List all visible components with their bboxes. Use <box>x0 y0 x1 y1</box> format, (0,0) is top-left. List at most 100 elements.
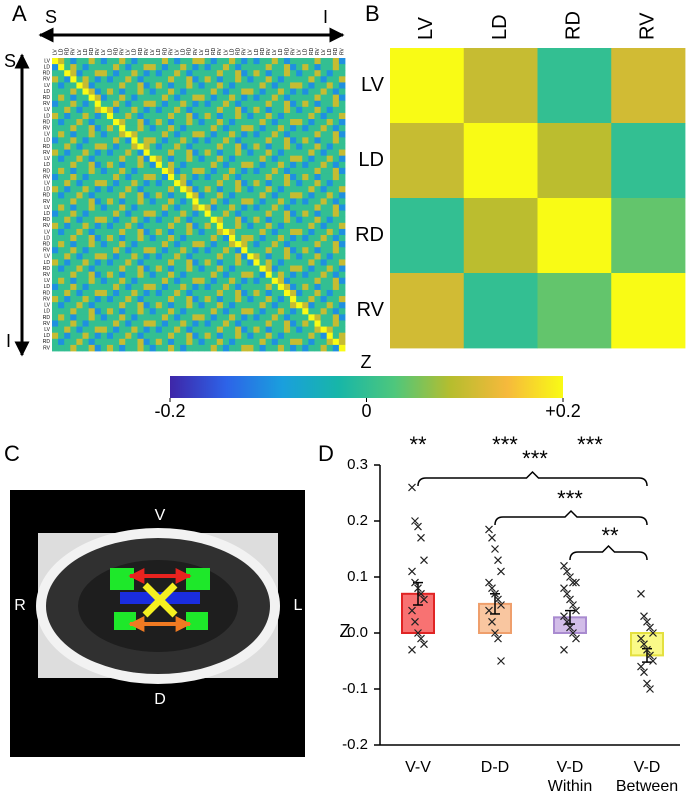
heatmap-cell <box>283 155 291 163</box>
data-point <box>640 612 648 621</box>
column-label: RD <box>162 47 168 55</box>
heatmap-cell <box>241 192 248 199</box>
heatmap-cell <box>167 235 175 242</box>
heatmap-cell <box>113 76 120 83</box>
heatmap-cell <box>277 131 285 138</box>
heatmap-cell <box>58 155 65 163</box>
heatmap-cell <box>125 247 132 254</box>
heatmap-cell <box>88 302 96 309</box>
heatmap-cell <box>320 253 328 260</box>
heatmap-cell <box>204 143 212 150</box>
heatmap-cell <box>82 344 90 352</box>
heatmap-cell <box>149 70 157 77</box>
heatmap-cell <box>155 161 163 169</box>
heatmap-cell <box>247 94 254 102</box>
heatmap-cell <box>204 167 212 175</box>
heatmap-cell <box>326 314 334 321</box>
heatmap-cell <box>64 222 71 230</box>
heatmap-cell <box>174 332 181 340</box>
heatmap-cell <box>198 296 206 303</box>
row-label: RD <box>43 266 51 272</box>
heatmap-cell <box>222 131 230 138</box>
heatmap-cell <box>283 289 291 297</box>
heatmap-cell <box>314 228 321 236</box>
heatmap-cell <box>131 112 138 120</box>
heatmap-cell <box>113 112 120 120</box>
heatmap-cell <box>210 216 218 224</box>
heatmap-cell <box>198 320 206 327</box>
heatmap-cell <box>296 326 303 334</box>
row-label: RV <box>43 174 51 180</box>
heatmap-cell <box>88 241 96 248</box>
heatmap-cell <box>229 88 236 96</box>
heatmap-cell <box>76 222 83 230</box>
heatmap-cell <box>131 326 138 334</box>
heatmap-cell <box>277 228 285 236</box>
heatmap-cell <box>76 265 83 273</box>
heatmap-cell <box>167 344 175 352</box>
heatmap-cell <box>155 344 163 352</box>
heatmap-cell <box>52 76 59 83</box>
heatmap-cell <box>314 344 321 352</box>
column-label: RD <box>138 47 144 55</box>
heatmap-cell <box>320 228 328 236</box>
heatmap-cell <box>283 314 291 321</box>
heatmap-cell <box>253 277 260 285</box>
heatmap-cell <box>192 222 199 230</box>
heatmap-cell <box>174 277 181 285</box>
y-tick-label: -0.1 <box>342 680 368 697</box>
heatmap-cell <box>259 94 267 102</box>
heatmap-cell <box>198 161 206 169</box>
heatmap-cell <box>64 58 71 65</box>
heatmap-cell <box>94 173 102 181</box>
heatmap-cell <box>222 70 230 77</box>
heatmap-cell <box>271 192 279 199</box>
heatmap-cell <box>70 149 77 157</box>
heatmap-cell <box>210 198 218 205</box>
data-point <box>494 595 502 604</box>
heatmap-cell <box>210 180 218 187</box>
heatmap-cell <box>247 76 254 83</box>
heatmap-cell <box>290 344 297 352</box>
heatmap-cell <box>247 137 254 144</box>
heatmap-cell <box>216 344 224 352</box>
heatmap-cell <box>253 228 260 236</box>
heatmap-cell <box>155 338 163 346</box>
heatmap-cell <box>222 210 230 218</box>
heatmap-cell <box>119 112 126 120</box>
heatmap-cell <box>302 302 309 309</box>
heatmap-cell <box>131 76 138 83</box>
heatmap-cell <box>82 308 90 315</box>
heatmap-cell <box>198 76 206 83</box>
heatmap-cell <box>58 82 65 89</box>
heatmap-cell <box>198 192 206 199</box>
heatmap-cell <box>52 94 59 102</box>
heatmap-cell <box>277 64 285 71</box>
heatmap-cell <box>314 70 321 77</box>
heatmap-cell <box>125 180 132 187</box>
heatmap-cell <box>338 180 346 187</box>
heatmap-cell <box>64 314 71 321</box>
heatmap-cell <box>204 100 212 108</box>
heatmap-cell <box>283 271 291 279</box>
heatmap-cell <box>94 289 102 297</box>
heatmap-cell <box>229 131 236 138</box>
column-label: LD <box>489 14 511 40</box>
heatmap-cell <box>143 332 151 340</box>
data-point <box>560 584 568 593</box>
heatmap-cell <box>259 173 267 181</box>
heatmap-cell <box>119 186 126 193</box>
heatmap-cell <box>155 259 163 266</box>
heatmap-cell <box>210 332 218 340</box>
heatmap-cell <box>259 332 267 340</box>
data-point <box>411 617 419 626</box>
x-tick-label: V-V <box>405 759 431 776</box>
heatmap-cell <box>131 173 138 181</box>
heatmap-cell <box>161 283 169 291</box>
heatmap-cell <box>100 131 108 138</box>
heatmap-cell <box>100 222 108 230</box>
heatmap-cell <box>88 210 96 218</box>
heatmap-cell <box>64 149 71 157</box>
heatmap-cell <box>198 283 206 291</box>
heatmap-cell <box>296 296 303 303</box>
